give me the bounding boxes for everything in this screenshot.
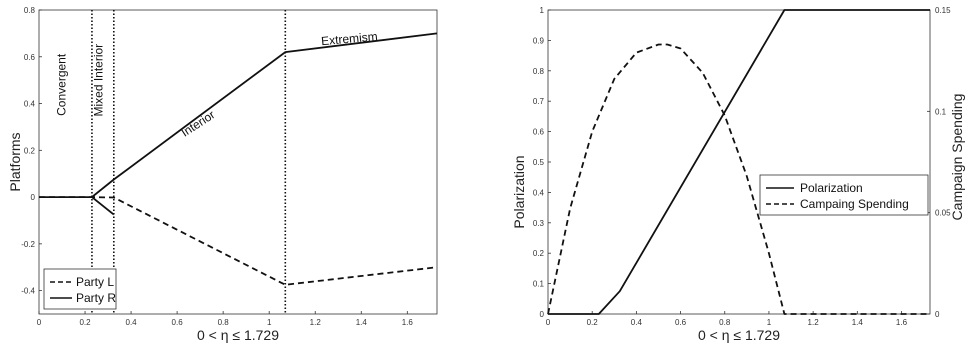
- spending-y-axis-label: Campaign Spending: [949, 94, 965, 221]
- y2-tick-label: 0.05: [935, 209, 951, 218]
- polarization-legend: Polarization Campaing Spending: [759, 174, 929, 216]
- platforms-plot-frame: [38, 9, 438, 315]
- regime-label: Interior: [178, 108, 217, 140]
- polarization-plot-frame: [547, 9, 931, 315]
- platforms-legend: Party L Party R: [43, 268, 117, 310]
- x-tick-label: 1.4: [356, 318, 368, 327]
- x-tick-label: 0.4: [631, 318, 643, 327]
- x-tick-label: 1.4: [852, 318, 864, 327]
- platforms-x-ticks: 0 0.2 0.4 0.6 0.8 1 1.2 1.4 1.6: [37, 311, 414, 327]
- spending-y-ticks: 0 0.05 0.1 0.15: [927, 6, 951, 319]
- y-tick-label: 0.4: [24, 100, 36, 109]
- y-tick-label: 0.7: [533, 97, 545, 106]
- platforms-x-axis-label: 0 < η ≤ 1.729: [197, 327, 279, 343]
- x-tick-label: 0: [37, 318, 42, 327]
- y-tick-label: 0.8: [24, 6, 36, 15]
- y2-tick-label: 0.15: [935, 6, 951, 15]
- y2-tick-label: 0: [935, 310, 940, 319]
- y-tick-label: 0.8: [533, 67, 545, 76]
- x-tick-label: 1.2: [808, 318, 820, 327]
- x-tick-label: 0: [546, 318, 551, 327]
- x-tick-label: 0.4: [126, 318, 138, 327]
- y-tick-label: 0.6: [533, 128, 545, 137]
- party-r-line: [39, 32, 438, 199]
- y-tick-label: -0.4: [21, 287, 35, 296]
- platforms-y-axis-label: Platforms: [7, 132, 23, 191]
- x-tick-label: 1.6: [402, 318, 414, 327]
- legend-label-spending: Campaing Spending: [800, 197, 909, 211]
- x-tick-label: 0.2: [587, 318, 599, 327]
- y-tick-label: 0.4: [533, 188, 545, 197]
- y-tick-label: 0.9: [533, 36, 545, 45]
- y-tick-label: 1: [540, 6, 545, 15]
- y2-tick-label: 0.1: [935, 107, 947, 116]
- legend-label-party-l: Party L: [76, 275, 114, 289]
- legend-label-polarization: Polarization: [800, 181, 863, 195]
- regime-label: Mixed Interior: [91, 44, 105, 117]
- regime-label: Extremism: [321, 29, 379, 48]
- y-tick-label: 0.3: [533, 219, 545, 228]
- polarization-y-ticks: 0 0.1 0.2 0.3 0.4 0.5 0.6 0.7 0.8 0.9 1: [533, 6, 551, 319]
- y-tick-label: 0.6: [24, 53, 36, 62]
- polarization-line: [548, 9, 930, 315]
- platforms-legend-box: [43, 268, 117, 310]
- campaign-spending-line: [547, 43, 930, 315]
- polarization-panel: 0 0.2 0.4 0.6 0.8 1 1.2 1.4 1.6 0 0.1 0.2 0.3 0.4 0.5…: [511, 6, 965, 343]
- x-tick-label: 1: [267, 318, 272, 327]
- regime-labels: Convergent Mixed Interior Interior Extremis…: [54, 29, 378, 139]
- y-tick-label: -0.2: [21, 240, 35, 249]
- y-tick-label: 0: [540, 310, 545, 319]
- polarization-legend-box: [759, 174, 929, 216]
- x-tick-label: 1.6: [896, 318, 908, 327]
- x-tick-label: 1.2: [310, 318, 322, 327]
- x-tick-label: 0.2: [79, 318, 91, 327]
- mixed-interior-branch: [91, 196, 115, 216]
- regime-boundaries: [91, 10, 287, 314]
- x-tick-label: 0.6: [172, 318, 184, 327]
- x-tick-label: 1: [767, 318, 772, 327]
- y-tick-label: 0.2: [533, 249, 545, 258]
- y-tick-label: 0.1: [533, 280, 545, 289]
- x-tick-label: 0.6: [675, 318, 687, 327]
- platforms-panel: 0 0.2 0.4 0.6 0.8 1 1.2 1.4 1.6 -0.4-0.200.20.40…: [7, 6, 438, 343]
- polarization-x-axis-label: 0 < η ≤ 1.729: [698, 327, 780, 343]
- polarization-y-axis-label: Polarization: [511, 155, 527, 228]
- x-tick-label: 0.8: [719, 318, 731, 327]
- y-tick-label: 0: [31, 193, 36, 202]
- y-tick-label: 0.5: [533, 158, 545, 167]
- x-tick-label: 0.8: [218, 318, 230, 327]
- polarization-series: [547, 9, 930, 315]
- regime-label: Convergent: [54, 53, 68, 116]
- legend-label-party-r: Party R: [76, 291, 116, 305]
- platforms-series: [39, 32, 438, 286]
- y-tick-label: 0.2: [24, 146, 36, 155]
